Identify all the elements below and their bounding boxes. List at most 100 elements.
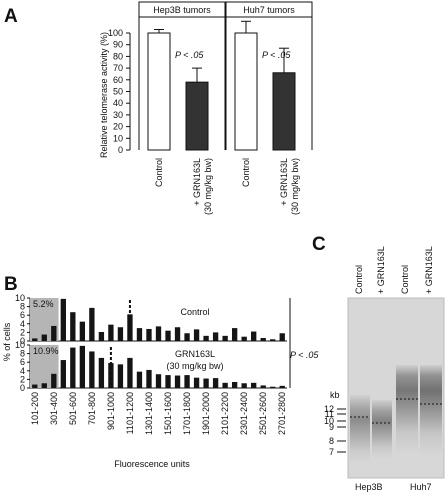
lane-2-smear: [372, 400, 392, 460]
panel-b-xtick-label: 2101-2200: [220, 392, 230, 435]
blot-size-label: 10: [324, 416, 334, 426]
panel-b-bar: [174, 375, 181, 388]
panel-b-bar: [70, 347, 76, 388]
panel-b-xtick-label: 901-1000: [106, 392, 116, 430]
panel-b-bar: [32, 338, 38, 341]
panel-b-bar: [32, 384, 38, 388]
panel-b-bar: [41, 334, 47, 341]
panel-b-bar: [212, 378, 219, 388]
panel-b-bar: [79, 345, 86, 388]
blot-border: [347, 297, 445, 479]
panel-a-group-header-box: [138, 1, 226, 18]
panel-b-bar: [222, 382, 228, 388]
panel-a-bar: [185, 81, 209, 151]
lane-4-smear: [420, 365, 442, 457]
panel-b-bar: [174, 327, 181, 341]
panel-a-letter: A: [4, 6, 18, 27]
panel-b-xlabel: Fluorescence units: [114, 459, 190, 469]
panel-b-bar: [108, 363, 114, 388]
panel-a-pvalue: P < .05: [175, 50, 204, 60]
panel-b-xtick-label: 1301-1400: [144, 392, 154, 435]
panel-b-ytick-label: 6: [20, 310, 25, 320]
panel-b-bar: [98, 357, 105, 388]
panel-a-ytick-label: 20: [113, 122, 123, 132]
lane-1-smear: [350, 395, 370, 465]
panel-a-ytick-label: 10: [113, 133, 123, 143]
panel-b-bar: [108, 324, 114, 341]
blot-lane-label: Control: [400, 265, 410, 294]
panel-b-bar: [231, 328, 238, 341]
panel-a-ytick-label: 40: [113, 98, 123, 108]
panel-b-bar: [165, 330, 171, 341]
panel-a-bar: [147, 32, 171, 151]
panel-b-bar: [51, 325, 57, 341]
blot-size-label: 9: [329, 422, 334, 432]
panel-b-bar: [193, 377, 200, 388]
panel-b-bar: [184, 375, 190, 388]
panel-b-ytick-label: 4: [20, 319, 25, 329]
panel-b-bar: [146, 369, 152, 388]
panel-a-pvalue: P < .05: [262, 50, 291, 60]
panel-b-highlight-label: 5.2%: [33, 299, 54, 309]
panel-b-letter: B: [4, 274, 18, 295]
panel-b-bar: [184, 333, 190, 341]
panel-b-bar: [117, 364, 124, 388]
panel-a-ytick-label: 30: [113, 110, 123, 120]
panel-b-bar: [212, 332, 219, 341]
panel-b-series-name: Control: [180, 307, 209, 317]
panel-b-bar: [251, 382, 257, 388]
panel-b-ytick-label: 0: [20, 336, 25, 346]
panel-b-bar: [241, 336, 247, 341]
panel-b-bar: [222, 335, 228, 341]
panel-b-bar: [241, 383, 247, 388]
panel-a-group-title: Huh7 tumors: [243, 5, 295, 15]
panel-a-bar-label: (30 mg/kg bw): [203, 158, 213, 215]
panel-b-xtick-label: 2501-2600: [258, 392, 268, 435]
panel-a-bar-label: Control: [154, 158, 164, 187]
panel-b-xtick-label: 501-600: [68, 392, 78, 425]
panel-b-bar: [70, 312, 76, 341]
panel-b-bar: [60, 298, 66, 341]
panel-b-bar: [251, 331, 257, 341]
panel-b-bar: [279, 385, 285, 388]
panel-b-bar: [231, 381, 238, 388]
blot-size-label: 7: [329, 447, 334, 457]
panel-b-bar: [136, 328, 143, 341]
panel-b-bar: [60, 360, 66, 388]
panel-b-highlight-label: 10.9%: [33, 346, 59, 356]
panel-b-bar: [89, 351, 95, 388]
panel-b-bar: [146, 328, 152, 341]
panel-b-ytick-label: 2: [20, 374, 25, 384]
panel-a-ytick-label: 60: [113, 75, 123, 85]
blot-kb-label: kb: [330, 390, 340, 400]
panel-b-bar: [51, 373, 57, 388]
panel-b-series-name: GRN163L: [175, 349, 215, 359]
panel-b-bar: [41, 383, 47, 388]
panel-b-ytick-label: 10: [15, 340, 25, 350]
panel-b-bar: [117, 327, 124, 341]
panel-b-series-name: (30 mg/kg bw): [166, 361, 223, 371]
panel-b-ytick-label: 8: [20, 302, 25, 312]
panel-b-bar: [155, 326, 162, 341]
blot-size-label: 12: [324, 404, 334, 414]
panel-b-xtick-label: 101-200: [30, 392, 40, 425]
panel-b-bar: [79, 321, 86, 341]
panel-b-ytick-label: 4: [20, 366, 25, 376]
panel-b-bar: [260, 337, 266, 341]
panel-b-xtick-label: 701-800: [87, 392, 97, 425]
panel-b-bar: [203, 378, 209, 388]
panel-b-ytick-label: 6: [20, 357, 25, 367]
panel-a-ytick-label: 50: [113, 87, 123, 97]
panel-b-bar: [136, 371, 143, 388]
panel-b-bar: [260, 385, 266, 388]
panel-b-chart: % of cells 5.2%0246810Control10.9%024681…: [2, 293, 319, 469]
panel-b-xtick-label: 1901-2000: [201, 392, 211, 435]
panel-a-group-header-box: [225, 1, 313, 18]
panel-a-ylabel: Relative telomerase activity (%): [99, 32, 109, 158]
panel-b-ylabel: % of cells: [2, 322, 12, 361]
panel-b-ytick-label: 2: [20, 327, 25, 337]
panel-b-xtick-label: 2701-2800: [277, 392, 287, 435]
panel-b-bar: [98, 331, 105, 341]
